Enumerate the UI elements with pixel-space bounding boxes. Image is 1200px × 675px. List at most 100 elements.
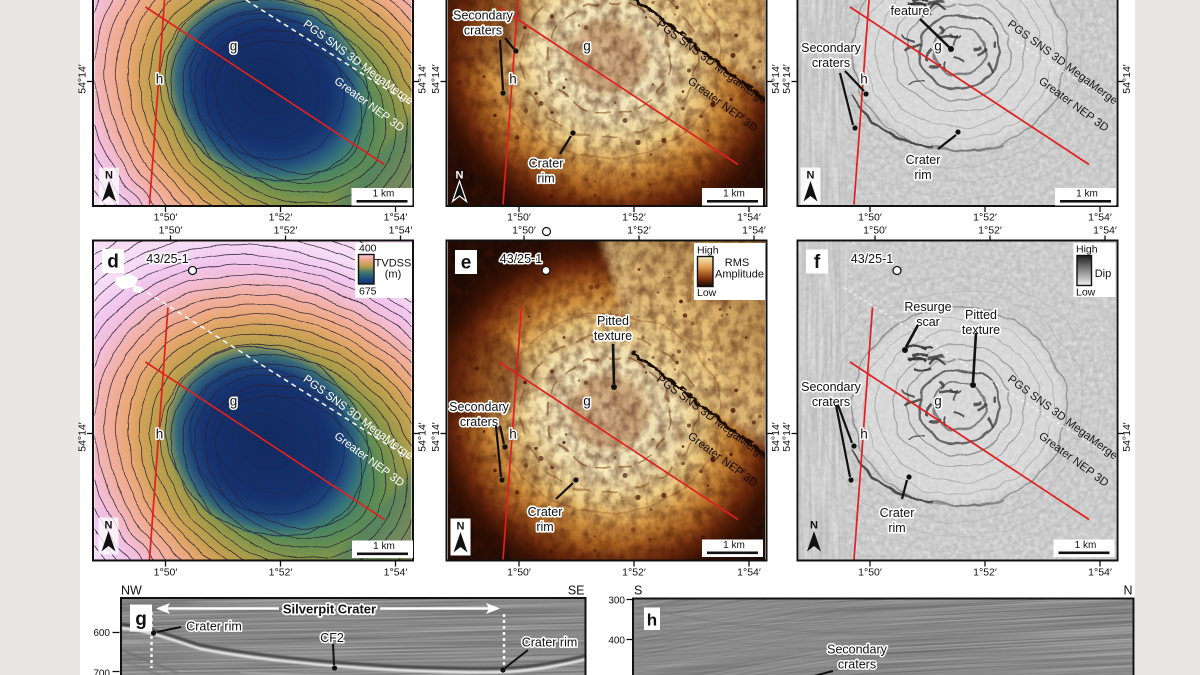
svg-text:1°54′: 1°54′ [384, 567, 408, 579]
svg-text:1°54′: 1°54′ [1088, 567, 1112, 579]
svg-text:CF2: CF2 [320, 631, 344, 645]
svg-text:g: g [135, 609, 147, 630]
svg-text:1°52′: 1°52′ [274, 225, 298, 237]
svg-text:Secondary: Secondary [827, 643, 888, 657]
svg-text:1°52′: 1°52′ [978, 225, 1002, 237]
svg-text:1°54′: 1°54′ [1093, 225, 1117, 237]
svg-text:N: N [807, 170, 815, 182]
svg-text:54°14′: 54°14′ [430, 422, 442, 452]
svg-text:texture: texture [594, 329, 632, 343]
svg-text:1°54′: 1°54′ [742, 225, 766, 237]
svg-text:N: N [1123, 584, 1132, 598]
svg-text:Pitted: Pitted [965, 308, 997, 322]
svg-text:Secondary: Secondary [801, 380, 862, 394]
svg-text:e: e [461, 253, 472, 274]
svg-text:N: N [457, 521, 465, 533]
svg-text:High: High [697, 245, 719, 257]
svg-text:1°52′: 1°52′ [269, 567, 293, 579]
svg-text:54°14′: 54°14′ [77, 422, 89, 452]
svg-text:1°54′: 1°54′ [1088, 212, 1112, 224]
svg-text:Amplitude: Amplitude [715, 269, 764, 281]
svg-text:1°50′: 1°50′ [154, 212, 178, 224]
svg-text:54°14′: 54°14′ [430, 64, 442, 94]
svg-text:craters: craters [464, 24, 502, 38]
svg-text:N: N [105, 520, 113, 532]
svg-text:1°52′: 1°52′ [269, 212, 293, 224]
svg-text:54°14′: 54°14′ [781, 64, 793, 94]
svg-text:Dip: Dip [1095, 268, 1112, 280]
svg-text:Secondary: Secondary [801, 41, 862, 55]
svg-text:675: 675 [359, 286, 377, 298]
svg-text:SE: SE [568, 584, 585, 598]
svg-text:h: h [647, 611, 657, 630]
svg-text:54°14′: 54°14′ [1121, 64, 1133, 94]
svg-text:craters: craters [460, 415, 498, 429]
svg-text:1°52′: 1°52′ [622, 567, 646, 579]
svg-text:rim: rim [914, 168, 931, 182]
svg-text:Crater: Crater [528, 505, 563, 519]
svg-text:43/25-1: 43/25-1 [500, 252, 542, 266]
svg-text:1°50′: 1°50′ [858, 212, 882, 224]
svg-text:1°52′: 1°52′ [622, 212, 646, 224]
svg-text:1°50′: 1°50′ [507, 567, 531, 579]
svg-text:N: N [810, 520, 818, 532]
svg-text:rim: rim [536, 520, 553, 534]
svg-text:700: 700 [93, 669, 110, 675]
svg-text:1°50′: 1°50′ [858, 567, 882, 579]
svg-text:Crater rim: Crater rim [522, 636, 578, 650]
svg-text:scar: scar [916, 315, 940, 329]
svg-text:(m): (m) [385, 269, 402, 281]
svg-text:1 km: 1 km [723, 189, 745, 200]
svg-text:craters: craters [812, 395, 850, 409]
svg-text:600: 600 [93, 628, 110, 639]
svg-text:N: N [105, 170, 113, 182]
svg-text:Crater: Crater [529, 157, 564, 171]
svg-text:54°14′: 54°14′ [77, 64, 89, 94]
svg-text:NW: NW [121, 584, 142, 598]
svg-text:1 km: 1 km [373, 189, 395, 200]
svg-text:1°50′: 1°50′ [512, 225, 536, 237]
svg-text:300: 300 [608, 596, 625, 607]
svg-text:43/25-1: 43/25-1 [146, 252, 188, 266]
svg-text:1°50′: 1°50′ [154, 567, 178, 579]
svg-text:Secondary: Secondary [453, 9, 514, 23]
svg-text:Resurge: Resurge [904, 300, 951, 314]
svg-text:43/25-1: 43/25-1 [851, 252, 893, 266]
svg-text:texture: texture [962, 323, 1000, 337]
svg-text:1°54′: 1°54′ [384, 212, 408, 224]
svg-text:Low: Low [1076, 287, 1096, 299]
svg-text:rim: rim [888, 521, 905, 535]
svg-text:1 km: 1 km [723, 540, 745, 551]
svg-text:1 km: 1 km [1075, 540, 1097, 551]
svg-text:d: d [107, 252, 119, 273]
svg-text:S: S [634, 584, 642, 598]
svg-text:f: f [814, 252, 821, 273]
svg-text:craters: craters [812, 56, 850, 70]
svg-text:Silverpit Crater: Silverpit Crater [283, 602, 376, 617]
svg-text:1°50′: 1°50′ [863, 225, 887, 237]
svg-text:54°14′: 54°14′ [1121, 422, 1133, 452]
svg-text:1°52′: 1°52′ [973, 567, 997, 579]
svg-text:400: 400 [359, 243, 377, 255]
svg-text:54°14′: 54°14′ [417, 422, 429, 452]
svg-text:1°52′: 1°52′ [973, 212, 997, 224]
svg-text:54°14′: 54°14′ [781, 422, 793, 452]
svg-text:craters: craters [838, 658, 876, 672]
svg-text:54°14′: 54°14′ [770, 64, 782, 94]
svg-text:Low: Low [697, 287, 717, 299]
svg-text:1 km: 1 km [1076, 189, 1098, 200]
svg-text:High: High [1076, 244, 1098, 256]
svg-text:54°14′: 54°14′ [770, 422, 782, 452]
svg-text:Pitted: Pitted [597, 314, 629, 328]
svg-text:Crater: Crater [906, 153, 941, 167]
svg-text:400: 400 [608, 636, 625, 647]
svg-text:N: N [456, 170, 464, 182]
svg-text:1°50′: 1°50′ [507, 212, 531, 224]
svg-text:Secondary: Secondary [449, 400, 510, 414]
svg-text:1°52′: 1°52′ [627, 225, 651, 237]
svg-text:1°54′: 1°54′ [737, 567, 761, 579]
svg-text:54°14′: 54°14′ [417, 64, 429, 94]
svg-text:1 km: 1 km [373, 541, 395, 552]
svg-text:TVDSS: TVDSS [375, 258, 412, 270]
svg-text:1°54′: 1°54′ [737, 212, 761, 224]
